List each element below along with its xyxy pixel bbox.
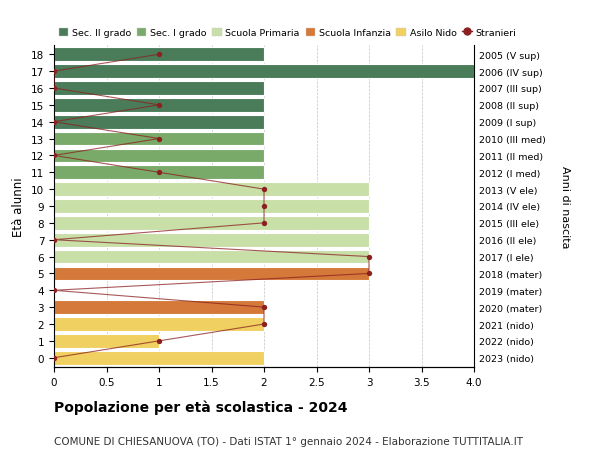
Point (259, 203, 269, 210)
Bar (54, 149, 264, 163)
Bar (54, 250, 369, 264)
Point (259, 220, 269, 227)
Point (49, 354, 59, 362)
Point (364, 270, 374, 278)
Point (154, 135, 164, 143)
Text: COMUNE DI CHIESANUOVA (TO) - Dati ISTAT 1° gennaio 2024 - Elaborazione TUTTITALI: COMUNE DI CHIESANUOVA (TO) - Dati ISTAT … (54, 436, 523, 446)
Point (49, 287, 59, 294)
Point (154, 51, 164, 59)
Y-axis label: Età alunni: Età alunni (13, 177, 25, 236)
Bar (54, 318, 264, 331)
Bar (54, 217, 369, 230)
Bar (54, 200, 369, 213)
Bar (54, 99, 264, 112)
Bar (54, 65, 474, 79)
Bar (54, 183, 369, 196)
Bar (54, 82, 264, 95)
Text: Popolazione per età scolastica - 2024: Popolazione per età scolastica - 2024 (54, 399, 347, 414)
Point (154, 169, 164, 177)
Point (49, 236, 59, 244)
Point (49, 152, 59, 160)
Bar (54, 351, 264, 365)
Point (49, 119, 59, 126)
Point (154, 102, 164, 109)
Y-axis label: Anni di nascita: Anni di nascita (560, 165, 569, 248)
Bar (54, 132, 264, 146)
Point (259, 186, 269, 193)
Point (49, 85, 59, 92)
Bar (54, 48, 264, 62)
Bar (54, 334, 159, 348)
Bar (54, 116, 264, 129)
Legend: Sec. II grado, Sec. I grado, Scuola Primaria, Scuola Infanzia, Asilo Nido, Stran: Sec. II grado, Sec. I grado, Scuola Prim… (59, 28, 516, 38)
Point (259, 321, 269, 328)
Point (364, 253, 374, 261)
Bar (54, 233, 369, 247)
Bar (54, 267, 369, 281)
Bar (54, 301, 264, 314)
Point (259, 304, 269, 311)
Bar (54, 166, 264, 180)
Point (154, 337, 164, 345)
Point (49, 68, 59, 76)
